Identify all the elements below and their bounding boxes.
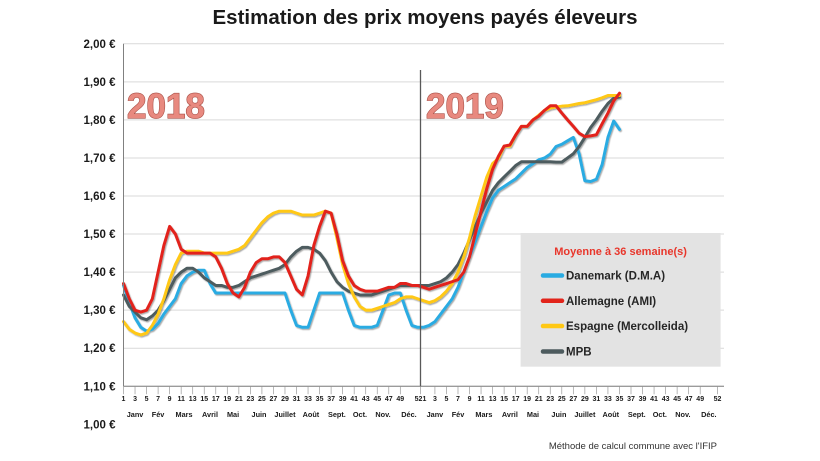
svg-text:Déc.: Déc. (401, 410, 416, 419)
svg-text:Mars: Mars (475, 410, 492, 419)
svg-text:1,70 €: 1,70 € (84, 153, 117, 165)
svg-text:Août: Août (602, 410, 619, 419)
svg-text:31: 31 (293, 396, 301, 403)
svg-text:1,10 €: 1,10 € (84, 381, 117, 393)
svg-text:1,00 €: 1,00 € (84, 419, 117, 431)
svg-text:Fév: Fév (452, 410, 466, 419)
svg-text:1,40 €: 1,40 € (84, 267, 117, 279)
svg-text:Danemark (D.M.A): Danemark (D.M.A) (566, 271, 665, 283)
svg-text:Nov.: Nov. (375, 410, 390, 419)
svg-text:17: 17 (212, 396, 220, 403)
svg-text:21: 21 (535, 396, 543, 403)
svg-text:45: 45 (673, 396, 681, 403)
svg-text:43: 43 (662, 396, 670, 403)
svg-text:Avril: Avril (202, 410, 218, 419)
svg-text:Allemagne (AMI): Allemagne (AMI) (566, 296, 656, 308)
svg-text:43: 43 (362, 396, 370, 403)
svg-text:1,80 €: 1,80 € (84, 115, 117, 127)
svg-text:521: 521 (415, 396, 427, 403)
svg-text:Nov.: Nov. (675, 410, 690, 419)
svg-text:Espagne (Mercolleida): Espagne (Mercolleida) (566, 321, 688, 333)
svg-text:MPB: MPB (566, 347, 592, 359)
svg-text:Avril: Avril (502, 410, 518, 419)
svg-text:15: 15 (500, 396, 508, 403)
svg-text:5: 5 (444, 396, 448, 403)
svg-text:Oct.: Oct. (353, 410, 367, 419)
svg-text:41: 41 (350, 396, 358, 403)
svg-text:21: 21 (235, 396, 243, 403)
svg-text:33: 33 (604, 396, 612, 403)
svg-text:Août: Août (303, 410, 320, 419)
svg-text:3: 3 (433, 396, 437, 403)
svg-text:5: 5 (145, 396, 149, 403)
svg-text:39: 39 (639, 396, 647, 403)
svg-text:Juin: Juin (551, 410, 566, 419)
svg-text:Juillet: Juillet (274, 410, 296, 419)
svg-text:19: 19 (223, 396, 231, 403)
svg-text:47: 47 (385, 396, 393, 403)
svg-text:Mai: Mai (527, 410, 539, 419)
svg-text:Moyenne à 36 semaine(s): Moyenne à 36 semaine(s) (554, 246, 687, 258)
svg-text:19: 19 (523, 396, 531, 403)
svg-text:37: 37 (327, 396, 335, 403)
svg-text:13: 13 (489, 396, 497, 403)
svg-text:41: 41 (650, 396, 658, 403)
svg-text:9: 9 (468, 396, 472, 403)
svg-text:Oct.: Oct. (653, 410, 667, 419)
svg-text:49: 49 (696, 396, 704, 403)
svg-text:Mars: Mars (176, 410, 193, 419)
svg-text:Juillet: Juillet (574, 410, 596, 419)
svg-text:Sept.: Sept. (628, 410, 646, 419)
svg-text:7: 7 (456, 396, 460, 403)
svg-text:2,00 €: 2,00 € (84, 39, 117, 51)
svg-text:35: 35 (616, 396, 624, 403)
svg-text:47: 47 (685, 396, 693, 403)
svg-text:1,30 €: 1,30 € (84, 305, 117, 317)
svg-text:27: 27 (270, 396, 278, 403)
svg-text:1,50 €: 1,50 € (84, 229, 117, 241)
svg-text:25: 25 (258, 396, 266, 403)
svg-text:29: 29 (281, 396, 289, 403)
svg-text:35: 35 (316, 396, 324, 403)
svg-text:37: 37 (627, 396, 635, 403)
svg-text:11: 11 (477, 396, 485, 403)
svg-text:49: 49 (396, 396, 404, 403)
svg-text:1: 1 (122, 396, 126, 403)
svg-text:Sept.: Sept. (328, 410, 346, 419)
svg-text:11: 11 (177, 396, 185, 403)
svg-text:23: 23 (546, 396, 554, 403)
svg-text:25: 25 (558, 396, 566, 403)
svg-text:23: 23 (246, 396, 254, 403)
svg-text:52: 52 (714, 396, 722, 403)
svg-text:Estimation des prix moyens pay: Estimation des prix moyens payés éleveur… (213, 6, 638, 29)
svg-text:17: 17 (512, 396, 520, 403)
svg-text:Déc.: Déc. (701, 410, 716, 419)
svg-text:Fév: Fév (152, 410, 166, 419)
svg-text:2018: 2018 (127, 87, 205, 126)
svg-text:Janv: Janv (127, 410, 145, 419)
svg-text:31: 31 (592, 396, 600, 403)
svg-text:1,20 €: 1,20 € (84, 343, 117, 355)
svg-text:39: 39 (339, 396, 347, 403)
svg-text:45: 45 (373, 396, 381, 403)
svg-text:1,60 €: 1,60 € (84, 191, 117, 203)
svg-text:7: 7 (156, 396, 160, 403)
svg-text:9: 9 (168, 396, 172, 403)
svg-text:29: 29 (581, 396, 589, 403)
svg-text:1,90 €: 1,90 € (84, 77, 117, 89)
svg-text:Mai: Mai (227, 410, 239, 419)
svg-text:15: 15 (200, 396, 208, 403)
svg-text:3: 3 (133, 396, 137, 403)
svg-text:Juin: Juin (252, 410, 267, 419)
svg-text:Méthode de calcul commune avec: Méthode de calcul commune avec l'IFIP (549, 441, 717, 452)
svg-text:33: 33 (304, 396, 312, 403)
svg-text:27: 27 (569, 396, 577, 403)
svg-text:Janv: Janv (427, 410, 445, 419)
svg-text:2019: 2019 (426, 87, 504, 126)
svg-text:13: 13 (189, 396, 197, 403)
